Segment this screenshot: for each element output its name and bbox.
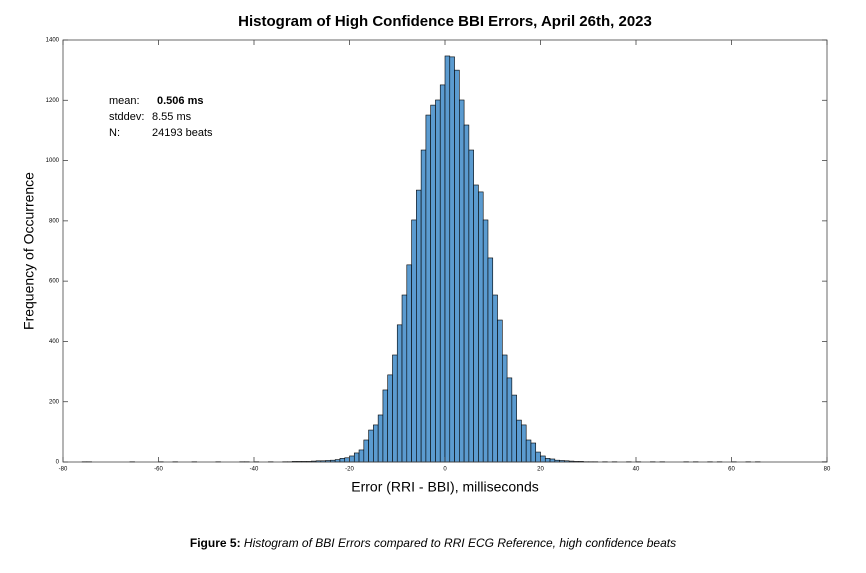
bar (350, 456, 355, 462)
bar (455, 70, 460, 462)
bar (483, 220, 488, 462)
x-tick-label: 60 (728, 467, 735, 473)
y-tick-label: 200 (49, 399, 60, 405)
bar (354, 453, 359, 462)
bar (412, 220, 417, 462)
bar (388, 375, 393, 462)
bar (498, 320, 503, 462)
bar (493, 295, 498, 462)
y-tick-label: 0 (56, 460, 60, 466)
stats-value: 8.55 ms (152, 111, 192, 123)
bar (359, 450, 364, 462)
bar (450, 57, 455, 462)
bar (541, 456, 546, 462)
stats-value: 24193 beats (152, 127, 213, 139)
x-tick-label: -60 (154, 467, 163, 473)
bar (364, 440, 369, 462)
x-tick-label: 80 (824, 467, 831, 473)
bar (464, 125, 469, 462)
bar (421, 150, 426, 462)
y-tick-label: 600 (49, 279, 60, 285)
bar (369, 430, 374, 462)
bar (488, 258, 493, 462)
bar (512, 395, 517, 462)
caption: Figure 5: Histogram of BBI Errors compar… (190, 536, 676, 550)
bar (545, 458, 550, 462)
bar (474, 185, 479, 462)
y-tick-label: 800 (49, 218, 60, 224)
y-axis-label: Frequency of Occurrence (21, 172, 37, 330)
x-axis-label: Error (RRI - BBI), milliseconds (351, 479, 538, 495)
bar (507, 378, 512, 462)
x-tick-label: 40 (633, 467, 640, 473)
bar (402, 295, 407, 462)
bar (526, 440, 531, 462)
bar (392, 355, 397, 462)
bar (383, 390, 388, 462)
x-tick-label: -20 (345, 467, 354, 473)
bar (469, 150, 474, 462)
x-tick-label: 0 (443, 467, 447, 473)
bar (416, 190, 421, 462)
bar (378, 415, 383, 462)
caption-label: Figure 5: (190, 536, 241, 550)
bar (440, 85, 445, 462)
bar (531, 443, 536, 462)
bar (521, 425, 526, 462)
stats-label: mean: (109, 95, 140, 107)
bar (407, 265, 412, 462)
stats-value: 0.506 ms (157, 95, 203, 107)
bar (517, 420, 522, 462)
stats-label: stddev: (109, 111, 144, 123)
stats-label: N: (109, 127, 120, 139)
bar (345, 458, 350, 462)
y-tick-label: 400 (49, 339, 60, 345)
caption-text: Histogram of BBI Errors compared to RRI … (244, 536, 676, 550)
bar (502, 355, 507, 462)
bar (426, 115, 431, 462)
y-tick-label: 1200 (46, 98, 60, 104)
bar (445, 56, 450, 462)
bar (478, 192, 483, 462)
x-tick-label: 20 (537, 467, 544, 473)
bar (435, 100, 440, 462)
bar (373, 425, 378, 462)
x-tick-label: -80 (59, 467, 68, 473)
bar (536, 452, 541, 462)
x-tick-label: -40 (250, 467, 259, 473)
bar (431, 105, 436, 462)
chart-title: Histogram of High Confidence BBI Errors,… (238, 13, 652, 30)
bar (340, 458, 345, 462)
y-tick-label: 1400 (46, 38, 60, 44)
bar (397, 325, 402, 462)
bar (550, 459, 555, 462)
bar (459, 100, 464, 462)
y-tick-label: 1000 (46, 158, 60, 164)
